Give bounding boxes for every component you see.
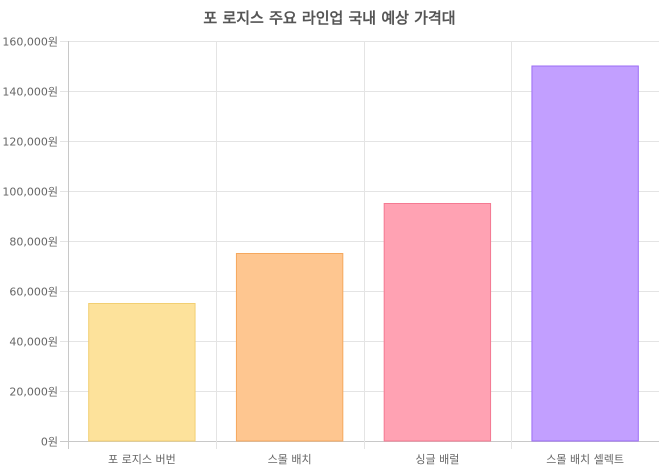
y-tick-label: 40,000원 xyxy=(9,336,58,349)
bars xyxy=(88,65,639,442)
y-tick-label: 140,000원 xyxy=(2,86,58,99)
x-axis-ticks: 포 로지스 버번 스몰 배치 싱글 배럴 스몰 배치 셀렉트 xyxy=(108,453,624,466)
x-tick-label: 스몰 배치 셀렉트 xyxy=(546,453,624,466)
bar xyxy=(383,203,492,442)
x-tick-label: 싱글 배럴 xyxy=(415,453,459,466)
y-tick-label: 160,000원 xyxy=(2,36,58,49)
chart-title: 포 로지스 주요 라인업 국내 예상 가격대 xyxy=(203,9,455,27)
y-axis-ticks: 0원 20,000원 40,000원 60,000원 80,000원 100,000원 12… xyxy=(2,36,58,449)
y-tick-label: 80,000원 xyxy=(9,236,58,249)
y-tick-label: 100,000원 xyxy=(2,186,58,199)
y-tick-label: 60,000원 xyxy=(9,286,58,299)
bar xyxy=(88,303,196,442)
bar xyxy=(531,65,639,442)
y-tick-label: 20,000원 xyxy=(9,386,58,399)
y-tick-label: 120,000원 xyxy=(2,136,58,149)
y-tick-label: 0원 xyxy=(41,436,58,449)
bar xyxy=(235,253,344,442)
x-tick-label: 스몰 배치 xyxy=(268,453,312,466)
x-tick-label: 포 로지스 버번 xyxy=(108,453,176,466)
